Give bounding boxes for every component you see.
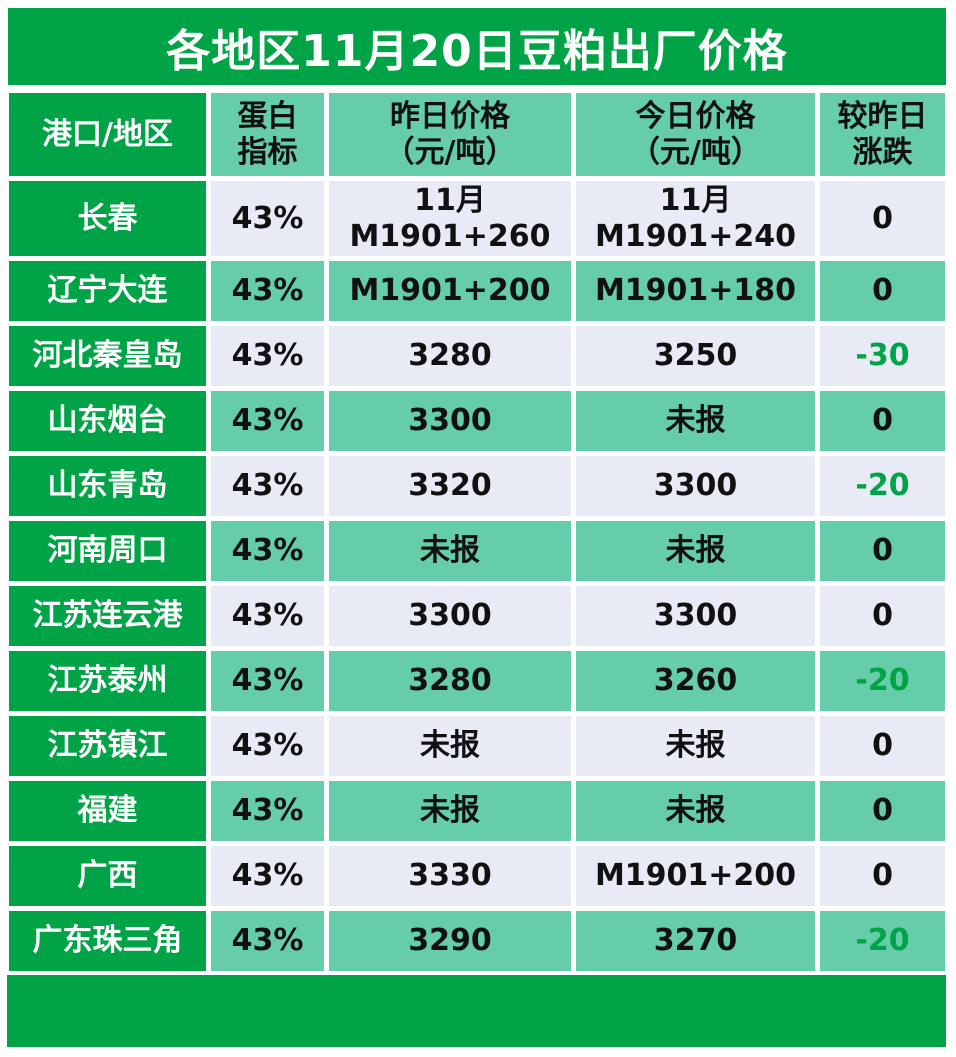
protein-cell: 43% (211, 781, 324, 841)
region-cell: 福建 (9, 781, 206, 841)
today-price-cell: 11月 M1901+240 (576, 181, 815, 256)
price-table: 港口/地区 蛋白 指标 昨日价格 （元/吨） 今日价格 （元/吨） 较昨日 涨跌 长春 4… (4, 88, 950, 976)
table-row: 广东珠三角 43% 3290 3270 -20 (9, 911, 945, 971)
protein-cell: 43% (211, 181, 324, 256)
protein-cell: 43% (211, 651, 324, 711)
footer-bar (7, 975, 946, 1047)
protein-cell: 43% (211, 846, 324, 906)
today-price-cell: 未报 (576, 781, 815, 841)
region-cell: 江苏连云港 (9, 586, 206, 646)
change-cell: -20 (820, 911, 945, 971)
yesterday-price-cell: 未报 (329, 716, 571, 776)
today-price-cell: 3300 (576, 586, 815, 646)
protein-cell: 43% (211, 456, 324, 516)
region-cell: 广东珠三角 (9, 911, 206, 971)
protein-cell: 43% (211, 586, 324, 646)
table-row: 河北秦皇岛 43% 3280 3250 -30 (9, 326, 945, 386)
change-cell: 0 (820, 521, 945, 581)
page-title: 各地区11月20日豆粕出厂价格 (5, 5, 949, 88)
change-cell: 0 (820, 716, 945, 776)
change-cell: 0 (820, 261, 945, 321)
today-price-cell: 3270 (576, 911, 815, 971)
change-cell: 0 (820, 391, 945, 451)
yesterday-price-cell: 3330 (329, 846, 571, 906)
yesterday-price-cell: 3290 (329, 911, 571, 971)
yesterday-price-cell: 3280 (329, 326, 571, 386)
region-cell: 山东青岛 (9, 456, 206, 516)
protein-cell: 43% (211, 261, 324, 321)
yesterday-price-cell: 11月 M1901+260 (329, 181, 571, 256)
change-cell: 0 (820, 846, 945, 906)
region-cell: 河南周口 (9, 521, 206, 581)
today-price-cell: M1901+200 (576, 846, 815, 906)
region-cell: 江苏镇江 (9, 716, 206, 776)
table-row: 河南周口 43% 未报 未报 0 (9, 521, 945, 581)
change-cell: -20 (820, 456, 945, 516)
table-row: 山东烟台 43% 3300 未报 0 (9, 391, 945, 451)
price-table-frame: 各地区11月20日豆粕出厂价格 港口/地区 蛋白 指标 昨日价格 （元/吨） 今日价… (5, 5, 949, 976)
change-cell: -20 (820, 651, 945, 711)
header-protein: 蛋白 指标 (211, 93, 324, 176)
protein-cell: 43% (211, 716, 324, 776)
region-cell: 广西 (9, 846, 206, 906)
region-cell: 河北秦皇岛 (9, 326, 206, 386)
today-price-cell: 未报 (576, 391, 815, 451)
header-change: 较昨日 涨跌 (820, 93, 945, 176)
yesterday-price-cell: 3280 (329, 651, 571, 711)
today-price-cell: 未报 (576, 716, 815, 776)
region-cell: 江苏泰州 (9, 651, 206, 711)
header-yesterday-price: 昨日价格 （元/吨） (329, 93, 571, 176)
table-row: 江苏镇江 43% 未报 未报 0 (9, 716, 945, 776)
today-price-cell: 未报 (576, 521, 815, 581)
table-row: 江苏连云港 43% 3300 3300 0 (9, 586, 945, 646)
table-row: 辽宁大连 43% M1901+200 M1901+180 0 (9, 261, 945, 321)
protein-cell: 43% (211, 391, 324, 451)
today-price-cell: 3250 (576, 326, 815, 386)
table-row: 山东青岛 43% 3320 3300 -20 (9, 456, 945, 516)
today-price-cell: 3300 (576, 456, 815, 516)
table-row: 福建 43% 未报 未报 0 (9, 781, 945, 841)
change-cell: 0 (820, 781, 945, 841)
today-price-cell: M1901+180 (576, 261, 815, 321)
yesterday-price-cell: 3300 (329, 391, 571, 451)
yesterday-price-cell: 3320 (329, 456, 571, 516)
change-cell: 0 (820, 586, 945, 646)
protein-cell: 43% (211, 326, 324, 386)
today-price-cell: 3260 (576, 651, 815, 711)
header-today-price: 今日价格 （元/吨） (576, 93, 815, 176)
yesterday-price-cell: M1901+200 (329, 261, 571, 321)
protein-cell: 43% (211, 911, 324, 971)
region-cell: 山东烟台 (9, 391, 206, 451)
table-row: 广西 43% 3330 M1901+200 0 (9, 846, 945, 906)
header-region: 港口/地区 (9, 93, 206, 176)
change-cell: 0 (820, 181, 945, 256)
yesterday-price-cell: 未报 (329, 781, 571, 841)
table-row: 长春 43% 11月 M1901+260 11月 M1901+240 0 (9, 181, 945, 256)
table-header-row: 港口/地区 蛋白 指标 昨日价格 （元/吨） 今日价格 （元/吨） 较昨日 涨跌 (9, 93, 945, 176)
yesterday-price-cell: 未报 (329, 521, 571, 581)
yesterday-price-cell: 3300 (329, 586, 571, 646)
region-cell: 长春 (9, 181, 206, 256)
change-cell: -30 (820, 326, 945, 386)
protein-cell: 43% (211, 521, 324, 581)
table-row: 江苏泰州 43% 3280 3260 -20 (9, 651, 945, 711)
region-cell: 辽宁大连 (9, 261, 206, 321)
